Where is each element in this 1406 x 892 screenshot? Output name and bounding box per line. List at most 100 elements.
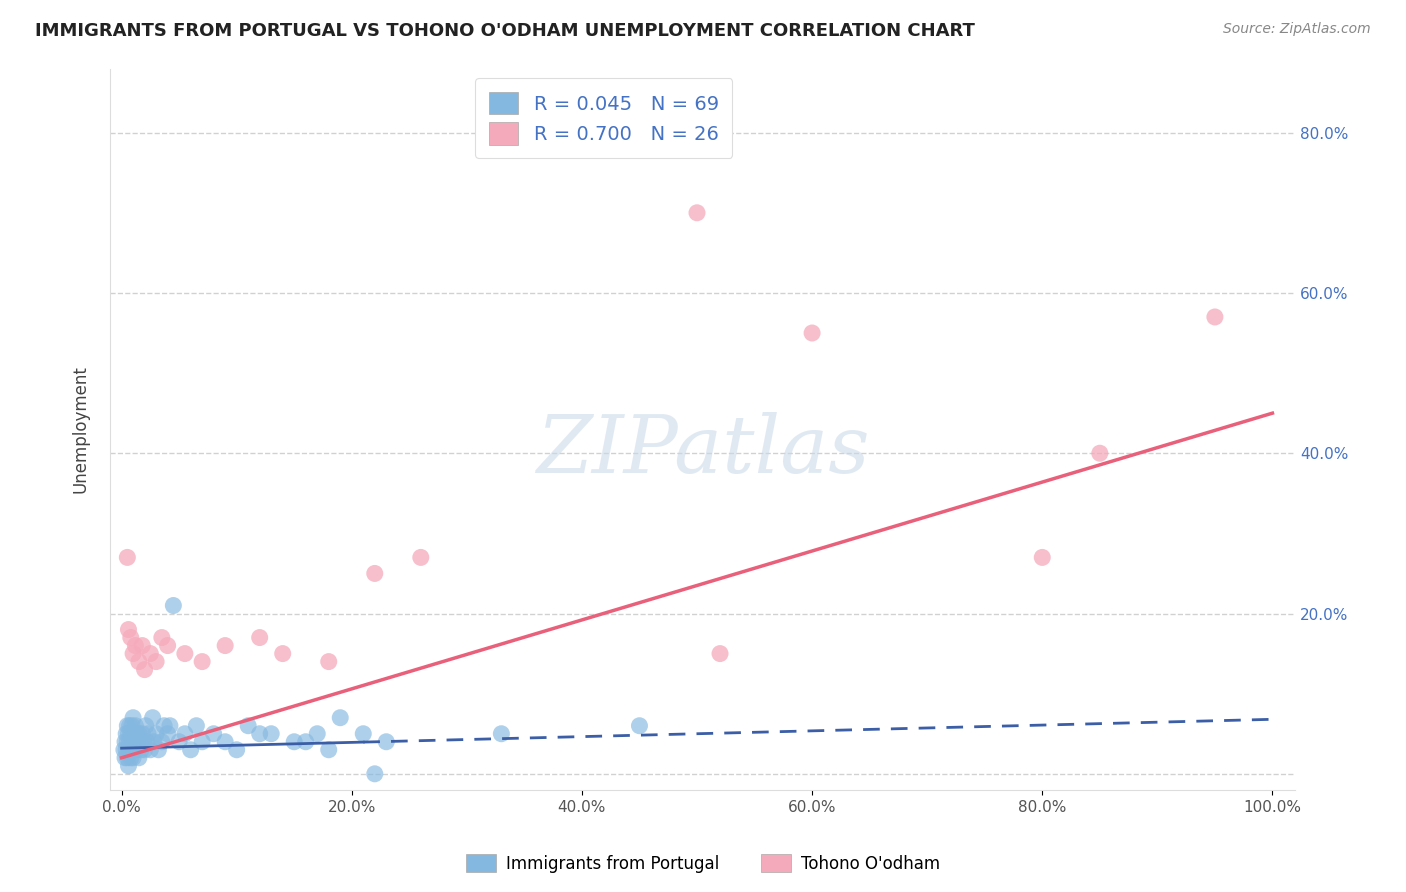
Point: [115, 743, 138, 757]
Point: [150, 631, 173, 645]
Y-axis label: Unemployment: Unemployment: [72, 365, 89, 493]
Text: Source: ZipAtlas.com: Source: ZipAtlas.com: [1223, 22, 1371, 37]
Point: [121, 719, 143, 733]
Point: [145, 727, 167, 741]
Point: [128, 655, 150, 669]
Point: [271, 647, 294, 661]
Point: [139, 647, 162, 661]
Point: [148, 743, 170, 757]
Point: [801, 326, 824, 340]
Legend: R = 0.045   N = 69, R = 0.700   N = 26: R = 0.045 N = 69, R = 0.700 N = 26: [475, 78, 733, 158]
Point: [214, 639, 236, 653]
Point: [709, 647, 731, 661]
Point: [128, 727, 150, 741]
Point: [162, 599, 184, 613]
Point: [122, 727, 145, 741]
Point: [202, 727, 225, 741]
Point: [150, 735, 173, 749]
Point: [117, 743, 139, 757]
Point: [167, 735, 190, 749]
Point: [214, 735, 236, 749]
Point: [686, 206, 709, 220]
Point: [120, 727, 142, 741]
Point: [375, 735, 398, 749]
Point: [318, 743, 340, 757]
Text: IMMIGRANTS FROM PORTUGAL VS TOHONO O'ODHAM UNEMPLOYMENT CORRELATION CHART: IMMIGRANTS FROM PORTUGAL VS TOHONO O'ODH…: [35, 22, 974, 40]
Point: [173, 727, 195, 741]
Point: [364, 566, 387, 581]
Point: [1031, 550, 1053, 565]
Legend: Immigrants from Portugal, Tohono O'odham: Immigrants from Portugal, Tohono O'odham: [460, 847, 946, 880]
Point: [117, 719, 139, 733]
Point: [238, 719, 260, 733]
Point: [120, 751, 142, 765]
Point: [156, 639, 179, 653]
Point: [129, 735, 152, 749]
Point: [114, 735, 136, 749]
Point: [191, 735, 214, 749]
Point: [118, 743, 141, 757]
Point: [117, 727, 139, 741]
Point: [134, 743, 156, 757]
Point: [318, 655, 340, 669]
Point: [127, 735, 149, 749]
Point: [117, 735, 139, 749]
Point: [124, 735, 146, 749]
Point: [145, 655, 167, 669]
Point: [225, 743, 247, 757]
Point: [117, 623, 139, 637]
Point: [491, 727, 513, 741]
Point: [125, 743, 148, 757]
Point: [122, 647, 145, 661]
Text: ZIPatlas: ZIPatlas: [536, 412, 869, 490]
Point: [124, 639, 146, 653]
Point: [159, 719, 181, 733]
Point: [307, 727, 329, 741]
Point: [124, 719, 146, 733]
Point: [135, 719, 157, 733]
Point: [117, 759, 139, 773]
Point: [260, 727, 283, 741]
Point: [283, 735, 305, 749]
Point: [136, 727, 159, 741]
Point: [131, 639, 153, 653]
Point: [129, 743, 152, 757]
Point: [191, 655, 214, 669]
Point: [118, 735, 141, 749]
Point: [114, 751, 136, 765]
Point: [364, 766, 387, 780]
Point: [115, 727, 138, 741]
Point: [142, 711, 165, 725]
Point: [117, 550, 139, 565]
Point: [128, 751, 150, 765]
Point: [134, 663, 156, 677]
Point: [153, 719, 176, 733]
Point: [329, 711, 352, 725]
Point: [135, 735, 157, 749]
Point: [131, 727, 153, 741]
Point: [1088, 446, 1111, 460]
Point: [125, 727, 148, 741]
Point: [122, 751, 145, 765]
Point: [132, 735, 155, 749]
Point: [117, 751, 139, 765]
Point: [122, 743, 145, 757]
Point: [628, 719, 651, 733]
Point: [121, 743, 143, 757]
Point: [352, 727, 374, 741]
Point: [142, 735, 165, 749]
Point: [122, 735, 145, 749]
Point: [249, 631, 271, 645]
Point: [180, 743, 202, 757]
Point: [120, 631, 142, 645]
Point: [139, 743, 162, 757]
Point: [294, 735, 316, 749]
Point: [122, 711, 145, 725]
Point: [186, 719, 208, 733]
Point: [409, 550, 432, 565]
Point: [118, 719, 141, 733]
Point: [112, 743, 135, 757]
Point: [1204, 310, 1226, 324]
Point: [249, 727, 271, 741]
Point: [156, 727, 179, 741]
